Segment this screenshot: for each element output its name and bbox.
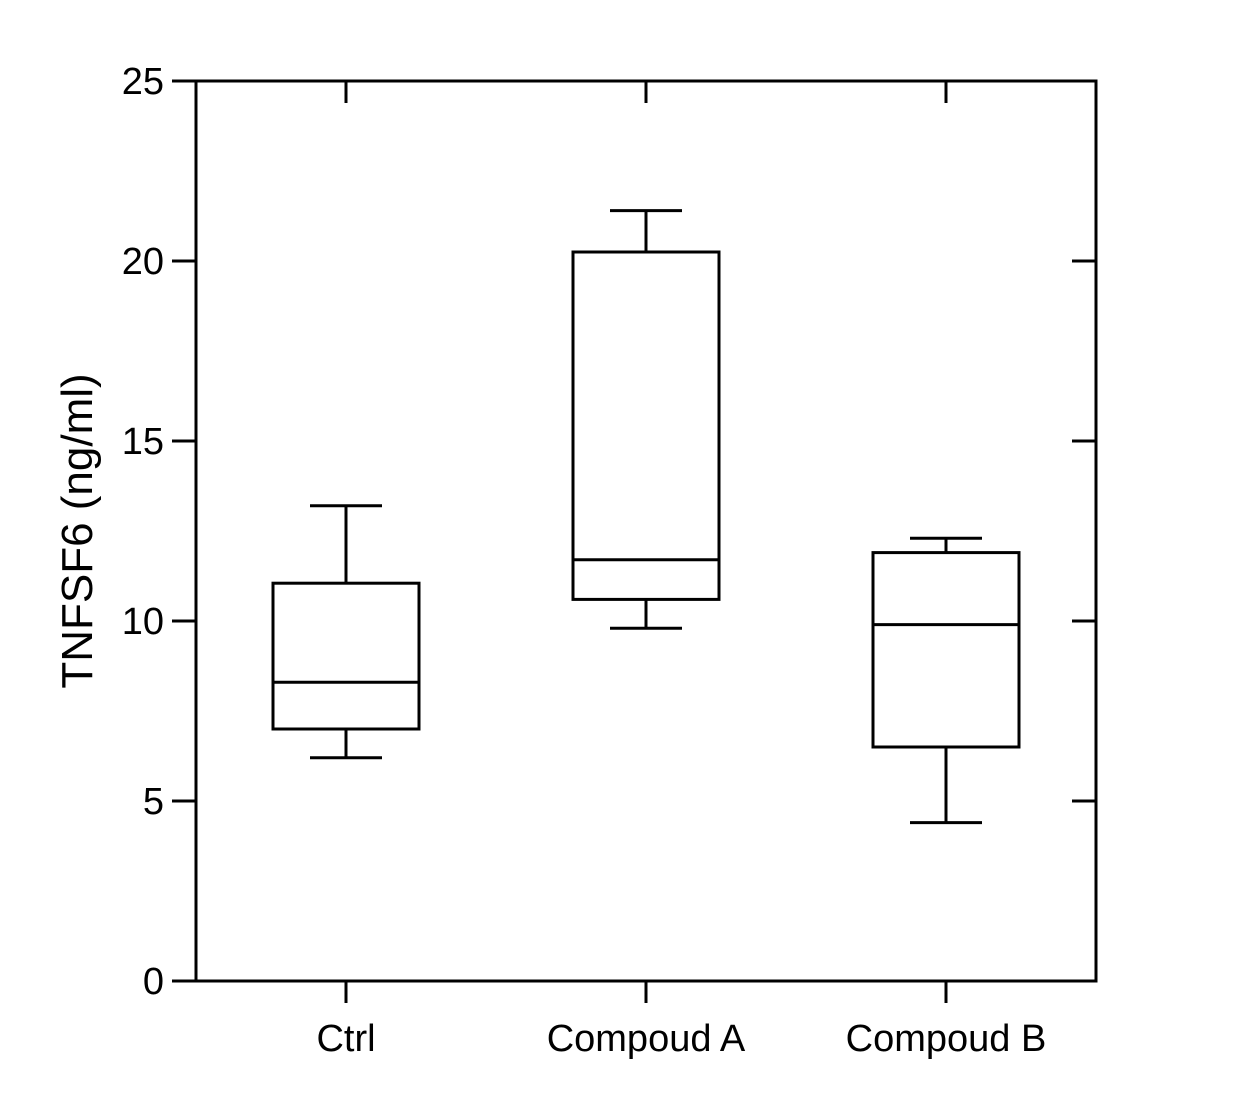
iqr-box [871, 551, 1021, 749]
box-compoud-a [571, 209, 721, 630]
y-tick-label: 10 [122, 601, 164, 643]
x-tick-label: Compoud B [846, 1018, 1047, 1060]
iqr-box [571, 250, 721, 601]
y-axis: 0 5 10 15 20 25 [122, 61, 1096, 1003]
x-axis: Ctrl Compoud A Compoud B [316, 81, 1046, 1060]
box-compoud-b [871, 536, 1021, 825]
y-axis-title: TNFSF6 (ng/ml) [53, 373, 102, 688]
iqr-box [271, 581, 421, 731]
boxes [271, 209, 1021, 825]
y-tick-label: 5 [143, 781, 164, 823]
x-tick-label: Ctrl [316, 1018, 375, 1060]
x-tick-label: Compoud A [547, 1018, 746, 1060]
y-tick-label: 20 [122, 241, 164, 283]
y-tick-label: 15 [122, 421, 164, 463]
y-tick-label: 25 [122, 61, 164, 103]
y-tick-label: 0 [143, 961, 164, 1003]
box-ctrl [271, 504, 421, 760]
